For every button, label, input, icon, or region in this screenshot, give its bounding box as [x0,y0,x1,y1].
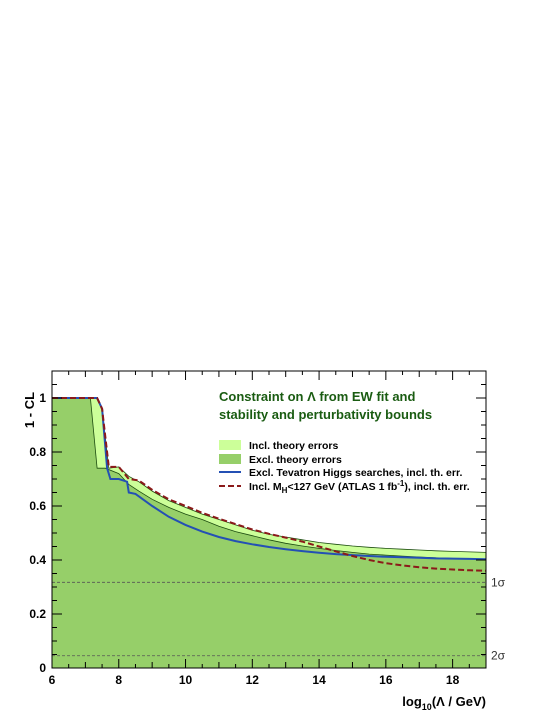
sigma-label-2: 2σ [491,649,506,663]
plot-area [52,397,486,668]
legend-label-excl-band: Excl. theory errors [249,454,342,466]
legend-label-tevatron: Excl. Tevatron Higgs searches, incl. th.… [249,467,462,479]
x-tick-label: 8 [115,673,122,687]
y-tick-label: 0.4 [29,553,46,567]
x-axis-title: log10(Λ / GeV) [402,694,486,712]
legend-swatch-excl-band [219,454,241,464]
y-tick-label: 1 [39,391,46,405]
y-tick-label: 0.6 [29,499,46,513]
legend-label-incl-band: Incl. theory errors [249,440,338,452]
band-excl-theory-errors [52,398,486,668]
y-tick-label: 0.2 [29,607,46,621]
y-axis-title: 1 - CL [22,392,37,428]
chart-title-line-2: stability and perturbativity bounds [219,407,432,422]
chart-title-line-1: Constraint on Λ from EW fit and [219,389,415,404]
legend: Incl. theory errors Excl. theory errors … [219,440,470,495]
legend-label-atlas: Incl. MH<127 GeV (ATLAS 1 fb-1), incl. t… [249,479,470,495]
sigma-label-1: 1σ [491,575,506,589]
legend-swatch-incl-band [219,440,241,450]
x-tick-label: 10 [179,673,193,687]
x-tick-label: 12 [246,673,260,687]
x-tick-label: 6 [49,673,56,687]
y-tick-label: 0.8 [29,445,46,459]
x-tick-label: 16 [379,673,393,687]
line-tevatron [52,397,486,561]
x-tick-label: 18 [446,673,460,687]
x-axis-ticks: 6 8 10 12 14 16 18 [49,371,487,687]
y-axis-ticks: 0 0.2 0.4 0.6 0.8 1 [29,370,486,675]
y-tick-label: 0 [39,661,46,675]
x-tick-label: 14 [312,673,326,687]
line-atlas [52,397,486,572]
